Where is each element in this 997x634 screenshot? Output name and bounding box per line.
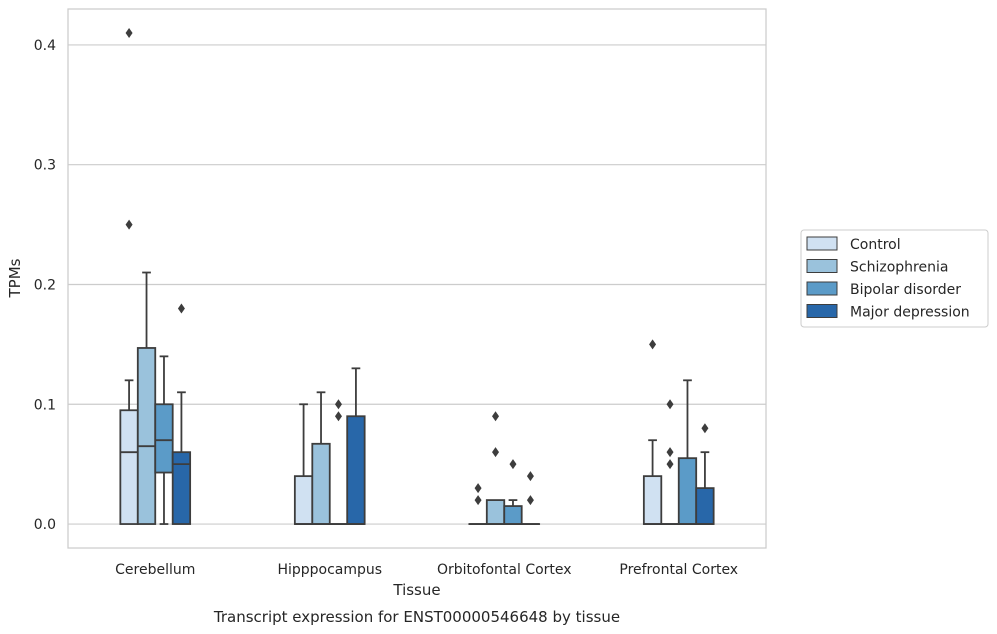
box-major-depression <box>346 367 366 525</box>
plot-area-frame <box>67 8 767 549</box>
y-tick-label: 0.2 <box>34 277 56 293</box>
x-tick-label: Orbitofontal Cortex <box>437 562 572 578</box>
y-tick-label: 0.3 <box>34 158 56 174</box>
legend-swatch <box>806 236 838 251</box>
box-schizophrenia <box>485 411 506 525</box>
outlier-point <box>492 411 500 422</box>
box-body <box>136 347 157 525</box>
legend: Control Schizophrenia Bipolar disorder Majo… <box>800 229 989 328</box>
outlier-point <box>492 447 500 458</box>
y-axis-ticks: 0.0 0.1 0.2 0.3 0.4 <box>34 38 56 533</box>
legend-label: Control <box>850 237 901 253</box>
legend-label: Schizophrenia <box>850 260 948 276</box>
box-body <box>503 505 523 525</box>
box-control <box>468 483 488 525</box>
y-tick-label: 0.1 <box>34 397 56 413</box>
x-tick-label: Prefrontal Cortex <box>619 562 738 578</box>
x-tick-label: Hipppocampus <box>277 562 382 578</box>
y-tick-label: 0.4 <box>34 38 56 54</box>
x-tick-label: Cerebellum <box>115 562 195 578</box>
outlier-point <box>666 399 674 410</box>
outlier-point <box>474 495 482 506</box>
outlier-point <box>666 447 674 458</box>
box-body <box>677 457 698 525</box>
box-body <box>154 403 174 474</box>
box-bipolar-disorder <box>503 459 523 525</box>
box-bipolar-disorder <box>154 355 174 525</box>
outlier-point <box>334 411 342 422</box>
box-major-depression <box>695 423 715 525</box>
box-body <box>119 409 139 525</box>
box-bipolar-disorder <box>328 399 349 525</box>
box-body <box>485 499 506 525</box>
outlier-point <box>125 219 133 230</box>
outlier-point <box>509 459 517 470</box>
box-body <box>346 415 366 525</box>
outlier-point <box>474 483 482 494</box>
outlier-point <box>526 495 534 506</box>
box-control <box>642 339 663 525</box>
outlier-point <box>125 27 133 38</box>
y-axis-title: TPMs <box>6 258 24 298</box>
box-control <box>119 27 139 525</box>
chart-caption: Transcript expression for ENST0000054664… <box>213 608 620 626</box>
box-control <box>293 403 314 525</box>
legend-label: Bipolar disorder <box>850 282 961 298</box>
legend-swatch <box>806 281 838 296</box>
box-major-depression <box>520 471 541 525</box>
box-body <box>642 475 663 525</box>
box-bipolar-disorder <box>677 379 698 525</box>
outlier-point <box>701 423 709 434</box>
box-body <box>293 475 314 525</box>
box-schizophrenia <box>136 271 157 525</box>
plot-boxes <box>119 27 715 525</box>
outlier-point <box>177 303 185 314</box>
box-major-depression <box>171 303 192 525</box>
box-schizophrenia <box>311 391 331 525</box>
outlier-point <box>526 471 534 482</box>
x-axis-ticks: Cerebellum Hipppocampus Orbitofontal Corte… <box>115 562 738 578</box>
legend-swatch <box>806 259 838 273</box>
y-tick-label: 0.0 <box>34 517 56 533</box>
legend-label: Major depression <box>850 305 970 321</box>
legend-frame <box>800 229 989 328</box>
box-body <box>171 451 192 525</box>
outlier-point <box>649 339 657 350</box>
box-body <box>311 442 331 525</box>
legend-swatch <box>806 304 838 318</box>
outlier-point <box>334 399 342 410</box>
box-body <box>695 487 715 525</box>
outlier-point <box>666 459 674 470</box>
box-schizophrenia <box>660 399 680 525</box>
x-axis-title: Tissue <box>392 581 440 599</box>
